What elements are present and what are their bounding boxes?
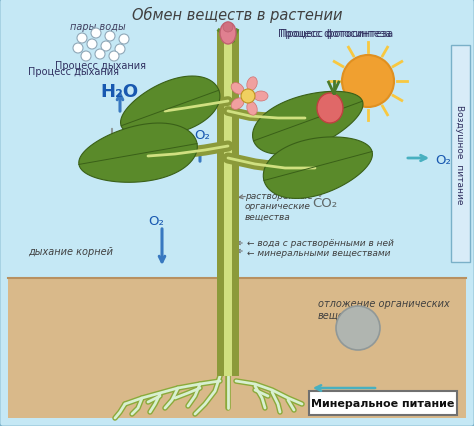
Ellipse shape <box>231 99 244 110</box>
Ellipse shape <box>247 102 257 116</box>
Circle shape <box>73 44 83 54</box>
Text: отложение органических
веществ: отложение органических веществ <box>318 298 450 320</box>
Text: Процесс фотосинтеза: Процесс фотосинтеза <box>280 29 393 39</box>
Text: H₂O: H₂O <box>100 83 138 101</box>
Text: Минеральное питание: Минеральное питание <box>311 398 455 408</box>
Text: O₂: O₂ <box>148 215 164 227</box>
Text: ← вода с растворёнными в ней: ← вода с растворёнными в ней <box>247 239 394 248</box>
Text: O₂: O₂ <box>435 154 451 167</box>
Text: Обмен веществ в растении: Обмен веществ в растении <box>132 7 342 23</box>
Polygon shape <box>263 138 373 199</box>
Polygon shape <box>8 278 466 418</box>
Circle shape <box>87 40 97 50</box>
Polygon shape <box>217 31 239 376</box>
Circle shape <box>336 306 380 350</box>
Circle shape <box>101 42 111 52</box>
Circle shape <box>81 52 91 62</box>
Text: O₂: O₂ <box>194 129 210 142</box>
Circle shape <box>95 50 105 60</box>
Circle shape <box>119 35 129 45</box>
Polygon shape <box>120 77 220 137</box>
Ellipse shape <box>254 92 268 102</box>
Circle shape <box>91 29 101 39</box>
Text: Процесс фотосинтеза: Процесс фотосинтеза <box>278 29 391 39</box>
FancyBboxPatch shape <box>451 46 470 262</box>
Ellipse shape <box>223 23 233 33</box>
Text: CO₂: CO₂ <box>312 196 337 210</box>
Text: Процесс дыхания: Процесс дыхания <box>28 67 119 77</box>
Circle shape <box>77 34 87 44</box>
Circle shape <box>109 52 119 62</box>
Text: растворённые
органические
вещества: растворённые органические вещества <box>245 192 313 221</box>
Text: дыхание корней: дыхание корней <box>28 246 113 256</box>
Circle shape <box>115 45 125 55</box>
Ellipse shape <box>317 94 343 124</box>
Ellipse shape <box>231 83 244 95</box>
Circle shape <box>342 56 394 108</box>
Polygon shape <box>79 124 197 183</box>
Text: пары воды: пары воды <box>70 22 126 32</box>
Circle shape <box>105 32 115 42</box>
Text: Процесс дыхания: Процесс дыхания <box>55 61 146 71</box>
Ellipse shape <box>247 78 257 91</box>
Text: CO₂: CO₂ <box>98 145 123 158</box>
Ellipse shape <box>220 23 236 45</box>
Text: ← минеральными веществами: ← минеральными веществами <box>247 248 391 257</box>
Text: Воздушное  питание: Воздушное питание <box>456 105 465 204</box>
Polygon shape <box>253 92 363 155</box>
Circle shape <box>241 90 255 104</box>
FancyBboxPatch shape <box>309 391 457 415</box>
Polygon shape <box>224 31 232 376</box>
